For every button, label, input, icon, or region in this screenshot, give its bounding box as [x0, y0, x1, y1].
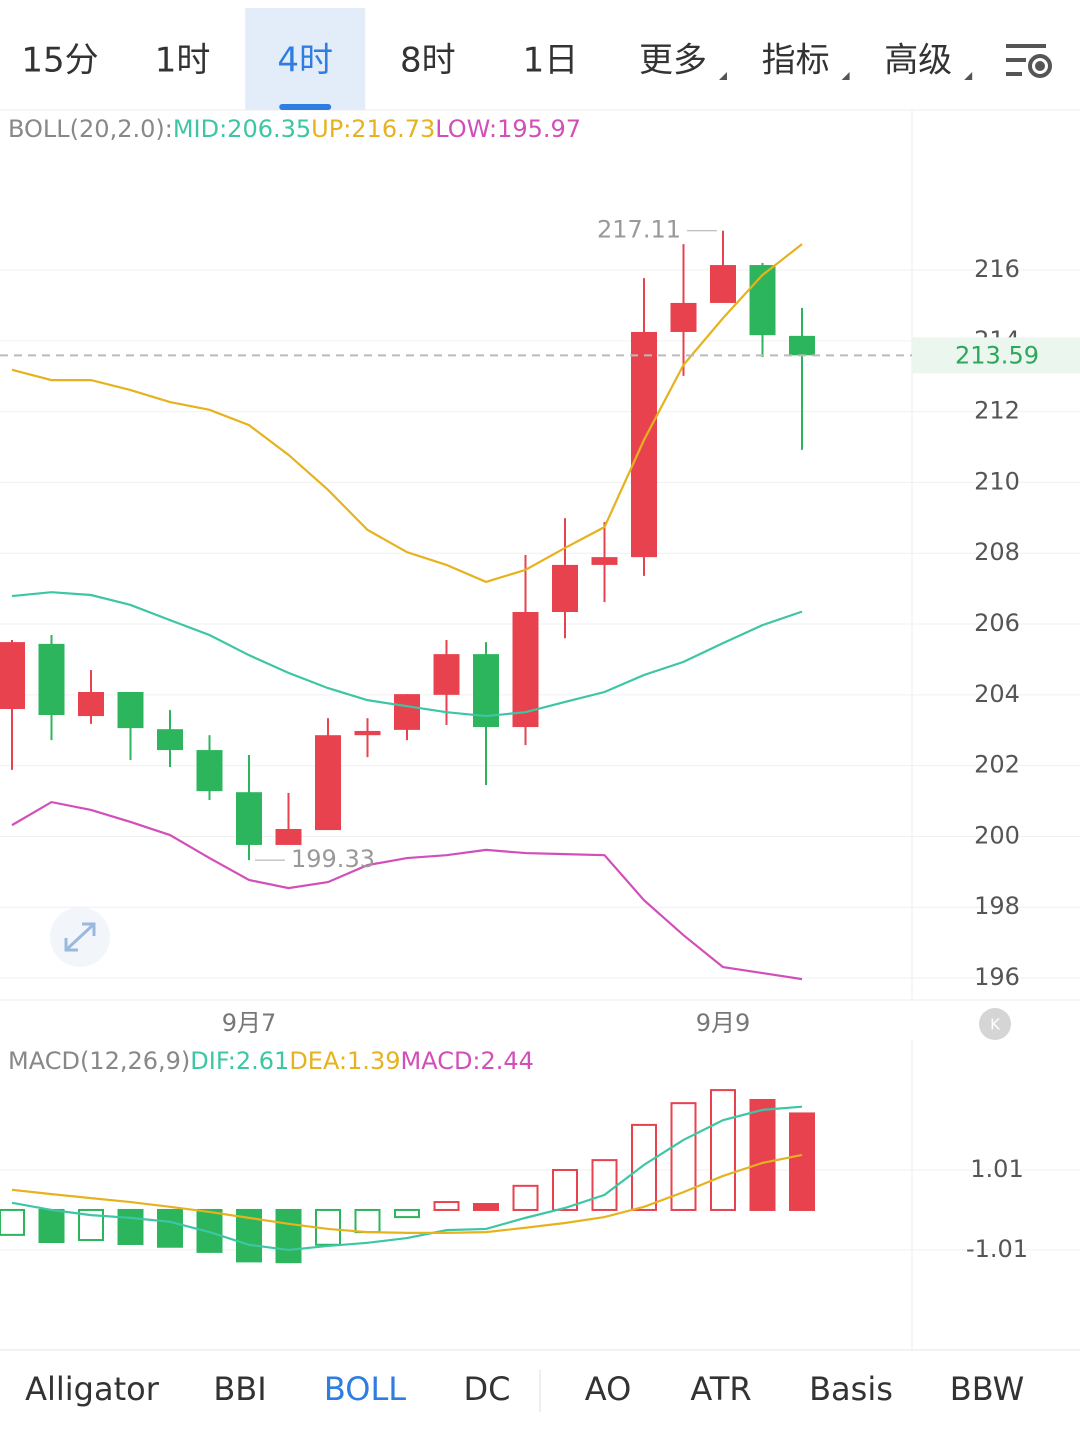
settings-icon[interactable] — [1006, 44, 1052, 78]
candle-body — [0, 642, 25, 709]
legend-item: MACD(12,26,9) — [8, 1047, 190, 1075]
macd-bar — [433, 1201, 460, 1211]
dropdown-caret — [964, 72, 973, 80]
last-price-label: 213.59 — [955, 341, 1039, 369]
candle-body — [552, 564, 578, 612]
y-tick-label: 1.01 — [970, 1155, 1023, 1183]
y-tick-label: 200 — [974, 821, 1020, 849]
indicator-tab[interactable]: BBI — [213, 1370, 266, 1408]
reset-button[interactable]: K — [979, 1008, 1011, 1040]
macd-bar — [631, 1123, 657, 1211]
legend: MACD(12,26,9)DIF:2.61DEA:1.39MACD:2.44 — [8, 1047, 534, 1075]
y-tick-label: -1.01 — [966, 1235, 1028, 1263]
legend: BOLL(20,2.0):MID:206.35UP:216.73LOW:195.… — [8, 115, 581, 143]
candle-body — [275, 829, 302, 845]
time-tab[interactable]: 15分 — [21, 41, 98, 81]
active-tab-indicator — [279, 104, 332, 110]
candle-body — [38, 643, 65, 716]
y-tick-label: 204 — [974, 680, 1020, 708]
macd-bar — [394, 1208, 420, 1219]
candle-body — [433, 654, 460, 695]
time-tab[interactable]: 4时 — [277, 41, 333, 81]
legend-item: BOLL(20,2.0): — [8, 115, 173, 143]
y-tick-label: 202 — [974, 751, 1020, 779]
dropdown-caret — [719, 72, 727, 80]
candle-body — [236, 792, 262, 845]
legend-item: DEA:1.39 — [289, 1047, 400, 1075]
boll-line — [11, 800, 803, 981]
macd-bar — [670, 1102, 697, 1211]
time-tab[interactable]: 指标 — [762, 41, 830, 81]
macd-bar — [591, 1159, 618, 1211]
macd-line — [11, 1105, 803, 1252]
high-annotation: 217.11 — [597, 216, 681, 244]
x-tick-label: 9月9 — [696, 1009, 751, 1037]
indicator-tab[interactable]: AO — [585, 1370, 632, 1408]
candle-body — [512, 611, 539, 728]
candle-body — [789, 335, 815, 356]
macd-bar — [117, 1208, 144, 1245]
candle-body — [354, 730, 381, 736]
time-tab[interactable]: 8时 — [400, 41, 456, 81]
svg-text:K: K — [990, 1016, 1001, 1034]
legend-item: UP:216.73 — [311, 115, 435, 143]
macd-line — [11, 1153, 803, 1235]
boll-line — [11, 591, 803, 718]
legend-item: MID:206.35 — [173, 115, 311, 143]
indicator-tab[interactable]: Basis — [809, 1370, 893, 1408]
legend-item: LOW:195.97 — [435, 115, 581, 143]
macd-bar — [710, 1089, 736, 1211]
dropdown-caret — [841, 72, 850, 80]
active-tab-bg — [245, 8, 366, 110]
time-tab[interactable]: 1时 — [155, 41, 211, 81]
last-price-box — [912, 337, 1080, 374]
y-tick-label: 210 — [974, 467, 1020, 495]
candle-body — [710, 265, 736, 303]
boll-line — [11, 243, 803, 584]
macd-bar — [552, 1169, 578, 1211]
low-annotation: 199.33 — [291, 845, 375, 873]
candle-body — [315, 735, 341, 831]
y-tick-label: 196 — [974, 963, 1020, 991]
indicator-tab[interactable]: BBW — [950, 1370, 1024, 1408]
indicator-tab[interactable]: BOLL — [324, 1370, 406, 1408]
indicator-tab[interactable]: Alligator — [25, 1370, 160, 1408]
time-tab[interactable]: 1日 — [523, 41, 579, 81]
macd-bar — [275, 1208, 302, 1264]
time-tab[interactable]: 更多 — [639, 41, 707, 81]
macd-bar — [512, 1184, 539, 1211]
expand-button[interactable] — [50, 907, 110, 967]
candle-body — [749, 265, 776, 336]
indicator-tab[interactable]: ATR — [690, 1370, 751, 1408]
indicator-tab[interactable]: DC — [464, 1370, 511, 1408]
y-tick-label: 198 — [974, 892, 1020, 920]
macd-bar — [473, 1203, 499, 1211]
candle-body — [117, 692, 144, 729]
y-tick-label: 206 — [974, 609, 1020, 637]
macd-bar — [157, 1208, 183, 1248]
macd-bar — [749, 1098, 776, 1211]
macd-bar — [789, 1112, 815, 1211]
candle-body — [78, 692, 104, 717]
candle-body — [196, 750, 223, 792]
x-tick-label: 9月7 — [222, 1009, 277, 1037]
candle-body — [631, 331, 657, 558]
candle-body — [157, 729, 183, 751]
macd-bar — [0, 1208, 25, 1236]
time-tab[interactable]: 高级 — [884, 41, 952, 81]
legend-item: DIF:2.61 — [190, 1047, 289, 1075]
candle-body — [670, 302, 697, 332]
y-tick-label: 208 — [974, 538, 1020, 566]
macd-bar — [354, 1208, 381, 1234]
y-tick-label: 216 — [974, 255, 1020, 283]
y-tick-label: 212 — [974, 397, 1020, 425]
candle-body — [591, 557, 618, 565]
candle-body — [394, 694, 420, 730]
macd-bar — [38, 1208, 65, 1244]
legend-item: MACD:2.44 — [400, 1047, 533, 1075]
